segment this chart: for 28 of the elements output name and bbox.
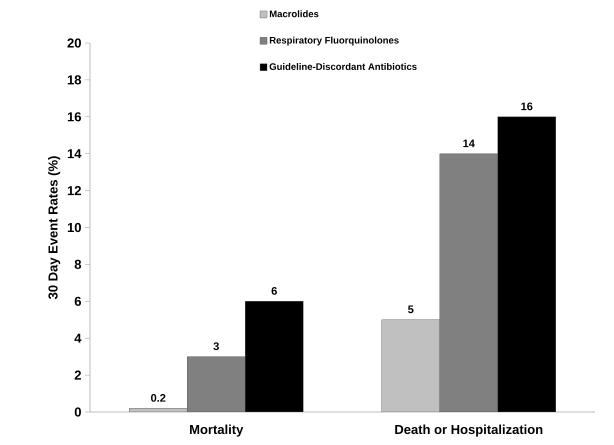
bar: [382, 320, 440, 412]
bar: [440, 154, 498, 412]
y-tick-label: 20: [67, 38, 81, 48]
data-label: 14: [463, 140, 475, 148]
y-tick-label: 18: [68, 75, 82, 84]
data-label: 5: [408, 306, 414, 314]
data-label: 0.2: [151, 394, 166, 402]
x-tick-label: Death or Hospitalization: [395, 424, 542, 437]
y-tick-label: 14: [68, 149, 82, 158]
bar: [498, 116, 556, 412]
data-label: 3: [213, 342, 219, 350]
y-axis-title: 30 Day Event Rates (%): [48, 156, 60, 300]
x-tick-label: Mortality: [190, 424, 244, 437]
legend-label: Macrolides: [270, 10, 318, 18]
y-tick-label: 6: [74, 296, 82, 306]
y-tick-label: 2: [74, 370, 81, 380]
data-label: 16: [521, 102, 532, 110]
legend-label: Guideline-Discordant Antibiotics: [270, 63, 417, 70]
y-tick-label: 0: [74, 407, 81, 417]
bar: [187, 356, 246, 412]
y-tick-label: 10: [68, 222, 81, 232]
data-label: 6: [272, 286, 277, 295]
y-tick-label: 8: [74, 260, 82, 269]
y-tick-label: 16: [68, 112, 82, 122]
bar: [245, 301, 304, 412]
y-tick-label: 12: [68, 186, 81, 196]
y-tick-label: 4: [74, 334, 82, 343]
legend-label: Respiratory Fluorquinolones: [270, 36, 399, 46]
